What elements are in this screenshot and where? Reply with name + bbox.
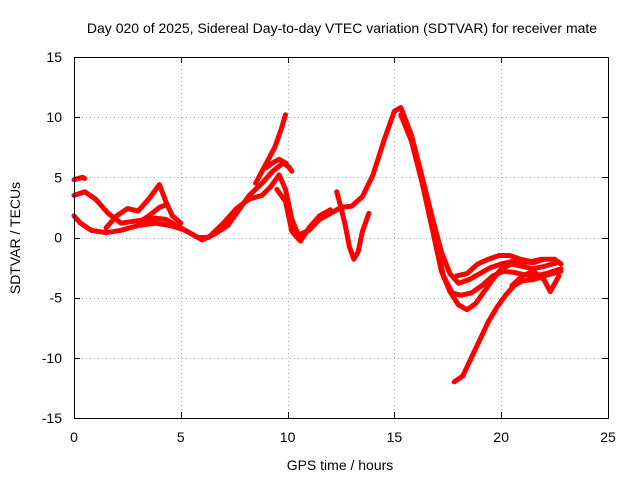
series-track-5	[135, 202, 169, 226]
series-track-3	[71, 174, 88, 183]
x-tick-label: 0	[70, 429, 78, 445]
y-axis-label: SDTVAR / TECUs	[7, 182, 23, 294]
y-tick-label: -5	[50, 290, 63, 306]
y-tick-label: -15	[42, 410, 62, 426]
series-track-11	[400, 114, 564, 298]
y-tick-label: -10	[42, 350, 62, 366]
x-axis-label: GPS time / hours	[287, 457, 394, 473]
x-tick-labels: 0 5 10 15 20 25	[70, 429, 616, 445]
x-tick-label: 20	[493, 429, 509, 445]
series-track-8	[274, 186, 333, 244]
y-tick-labels: -15 -10 -5 0 5 10 15	[42, 49, 62, 426]
data-series-group	[71, 105, 564, 385]
x-tick-label: 15	[387, 429, 403, 445]
axis-ticks	[74, 57, 609, 419]
series-track-12	[451, 268, 564, 385]
series-track-13	[453, 253, 545, 279]
series-track-7	[263, 156, 295, 174]
chart-title: Day 020 of 2025, Sidereal Day-to-day VTE…	[87, 20, 597, 36]
x-tick-label: 5	[177, 429, 185, 445]
y-tick-label: 0	[54, 230, 62, 246]
x-tick-label: 25	[600, 429, 616, 445]
series-track-9	[334, 189, 372, 262]
series-track-2	[71, 105, 564, 286]
series-track-14	[509, 268, 562, 295]
y-tick-label: 15	[46, 49, 62, 65]
y-tick-label: 10	[46, 109, 62, 125]
x-tick-label: 10	[280, 429, 296, 445]
series-track-6	[253, 112, 288, 186]
series-track-4	[103, 182, 184, 231]
y-tick-label: 5	[54, 169, 62, 185]
